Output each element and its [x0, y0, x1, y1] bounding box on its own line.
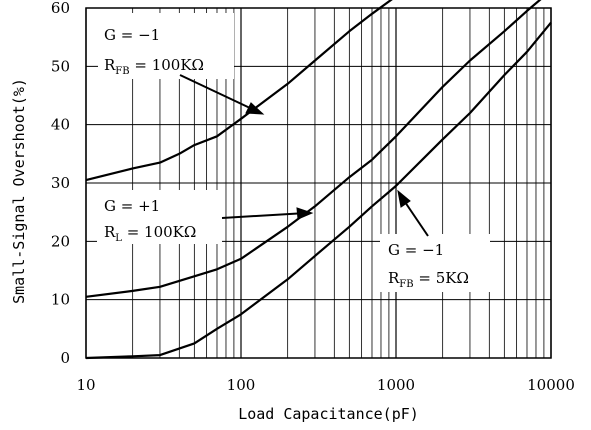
x-tick-label: 10000: [527, 376, 575, 394]
x-tick-label: 10: [76, 376, 95, 394]
annotation-3-line-2: RFB = 5KΩ: [388, 269, 469, 290]
annotation-g-plus1-rl100k: G = +1 RL = 100KΩ: [97, 190, 222, 244]
series-line-1: [85, 0, 393, 182]
y-tick-label: 50: [51, 57, 70, 75]
annotation-2-line-2: RL = 100KΩ: [104, 223, 196, 244]
x-tick-label: 100: [227, 376, 256, 394]
y-tick-label: 60: [51, 0, 70, 17]
y-tick-label: 10: [51, 291, 70, 309]
x-axis-title: Load Capacitance(pF): [238, 405, 419, 423]
arrow-2: [221, 207, 314, 220]
annotation-g-minus1-rfb100k: G = −1 RFB = 100KΩ: [98, 13, 234, 79]
annotation-1-line-2: RFB = 100KΩ: [104, 56, 204, 77]
series-line-2: [85, 0, 542, 298]
arrow-3: [397, 189, 429, 237]
annotation-3-line-1: G = −1: [388, 241, 444, 259]
annotation-g-minus1-rfb5k: G = −1 RFB = 5KΩ: [380, 234, 490, 292]
plot-frame: [85, 7, 552, 359]
y-tick-label: 30: [51, 174, 70, 192]
y-axis-title: Small-Signal Overshoot(%): [10, 78, 28, 304]
annotation-2-line-1: G = +1: [104, 197, 160, 215]
y-tick-label: 0: [60, 349, 70, 367]
x-tick-label: 1000: [377, 376, 415, 394]
series-line-3: [85, 21, 552, 360]
series-group: [85, 0, 552, 360]
y-tick-label: 40: [51, 116, 70, 134]
y-tick-label: 20: [51, 232, 70, 250]
arrow-1: [179, 74, 265, 115]
annotation-arrows: [179, 74, 429, 237]
annotation-1-line-1: G = −1: [104, 26, 160, 44]
x-tick-labels: 10 100 1000 10000: [76, 376, 574, 394]
y-tick-labels: 0 10 20 30 40 50 60: [51, 0, 70, 367]
